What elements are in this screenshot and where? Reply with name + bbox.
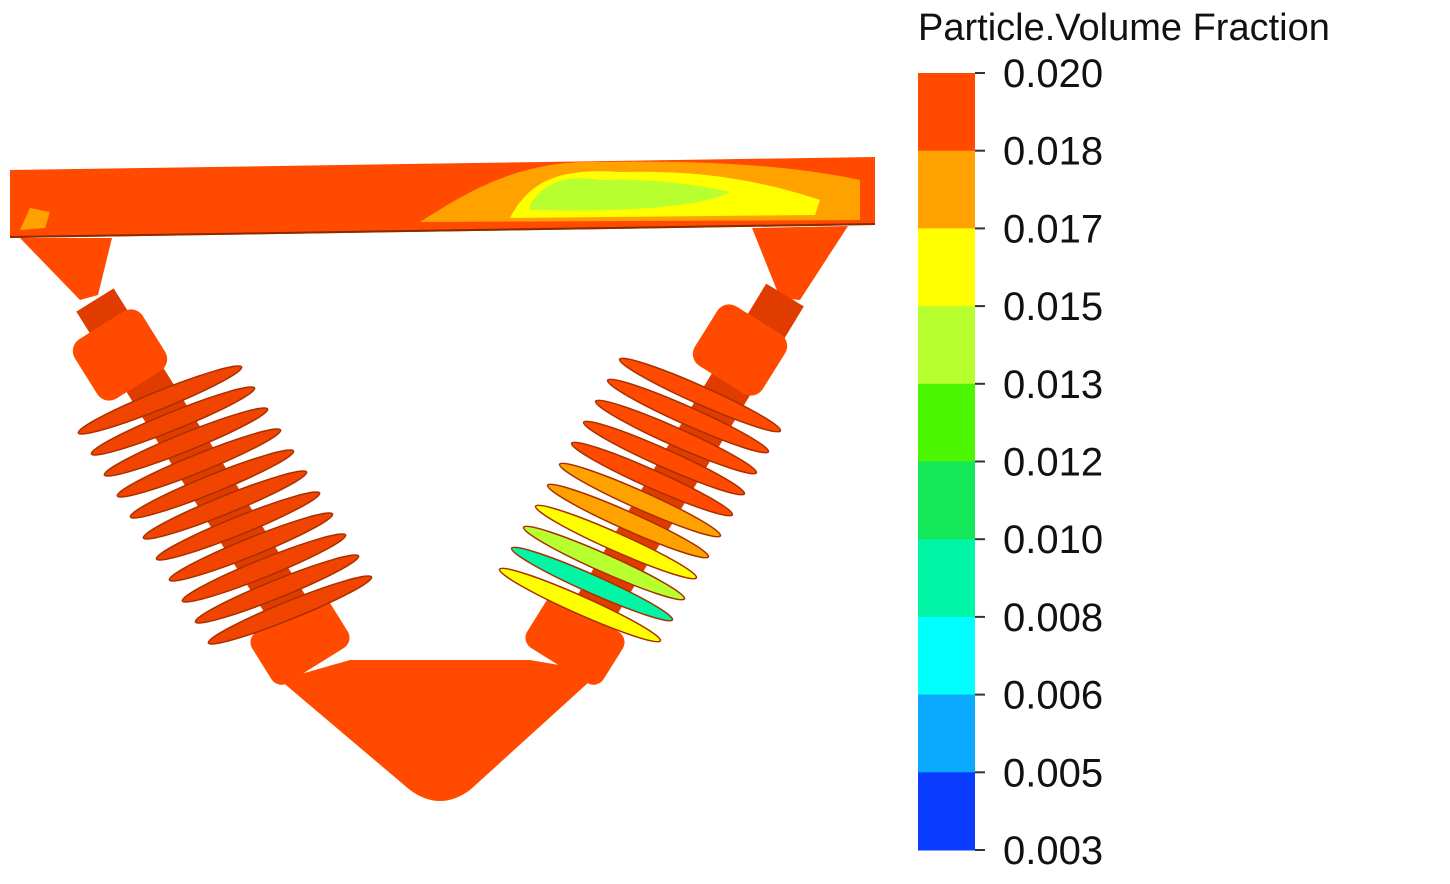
tick-label: 0.003	[1003, 829, 1103, 873]
beam-contour	[20, 208, 50, 230]
color-band	[918, 694, 975, 773]
color-band	[918, 150, 975, 229]
insulator-cap	[525, 595, 625, 685]
shed	[570, 441, 734, 517]
legend-title: Particle.Volume Fraction	[918, 7, 1330, 49]
shed	[594, 399, 758, 475]
shed	[116, 428, 282, 498]
color-band	[918, 616, 975, 696]
left-bracket	[20, 238, 112, 300]
color-band	[918, 306, 975, 385]
shed	[522, 525, 686, 601]
shed	[510, 546, 674, 622]
tick-label: 0.020	[1003, 52, 1103, 96]
insulator-cap	[692, 304, 788, 396]
color-band	[918, 228, 975, 307]
tick-label: 0.017	[1003, 207, 1103, 251]
color-band	[918, 772, 975, 851]
shed	[103, 407, 269, 477]
colorbar: 0.020 0.018 0.017 0.015 0.013 0.012 0.010 0.008…	[918, 52, 1103, 873]
shed	[606, 378, 770, 454]
beam-contour	[530, 178, 730, 211]
shed	[558, 462, 722, 538]
tick-label: 0.006	[1003, 674, 1103, 718]
tick-label: 0.018	[1003, 130, 1103, 174]
tick-label: 0.008	[1003, 596, 1103, 640]
color-band	[918, 73, 975, 152]
color-band	[918, 539, 975, 618]
shed	[168, 512, 334, 582]
beam-edge	[9, 223, 876, 238]
tick-label: 0.012	[1003, 441, 1103, 485]
color-band	[918, 461, 975, 540]
color-band	[918, 383, 975, 462]
tick-label: 0.015	[1003, 285, 1103, 329]
shed	[618, 357, 782, 433]
tick-label: 0.010	[1003, 518, 1103, 562]
tick-label: 0.005	[1003, 751, 1103, 795]
shed	[582, 420, 746, 496]
shed	[129, 449, 295, 519]
insulator-cap	[250, 595, 350, 685]
tick-label: 0.013	[1003, 363, 1103, 407]
shed	[207, 575, 373, 645]
shed	[534, 504, 698, 580]
shed	[77, 365, 243, 435]
sheds	[77, 357, 782, 645]
shed	[142, 470, 308, 540]
shed	[546, 483, 710, 559]
shed	[155, 491, 321, 561]
shed	[194, 554, 360, 624]
right-bracket	[752, 226, 848, 300]
shed	[498, 567, 662, 643]
shed	[90, 386, 256, 456]
insulator-cap	[72, 309, 168, 401]
shed	[181, 533, 347, 603]
bottom-fitting	[280, 660, 600, 801]
